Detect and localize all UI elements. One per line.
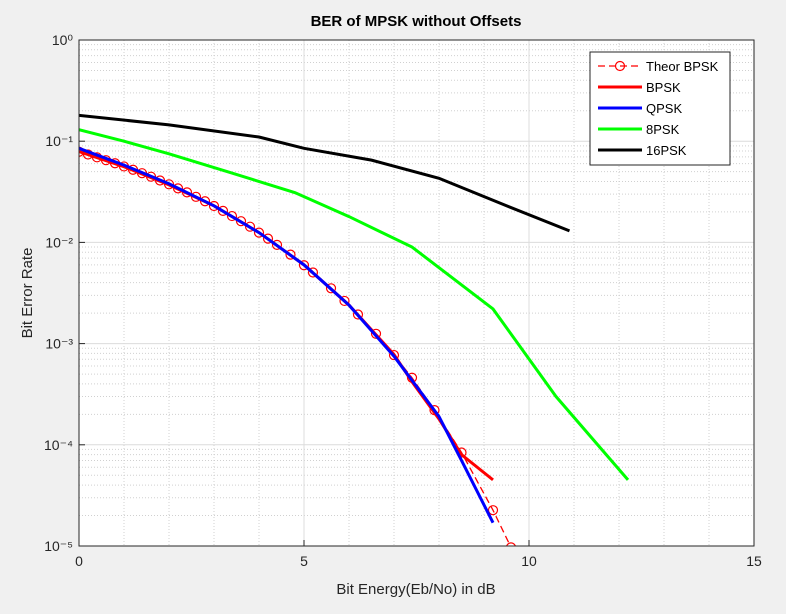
data-point [217,205,229,216]
y-tick-label: 10⁻¹ [45,133,73,149]
chart-title: BER of MPSK without Offsets [311,13,522,30]
data-point [208,200,220,212]
data-point [352,309,364,320]
data-point [199,196,211,207]
legend-label: Theor BPSK [646,59,719,74]
data-point [244,221,256,232]
data-point [325,283,337,294]
x-tick-label: 5 [300,553,308,569]
x-tick-label: 15 [746,553,762,569]
series-line [79,128,630,481]
data-point [506,542,516,546]
y-axis-label: Bit Error Rate [19,248,36,339]
data-point [226,210,238,222]
y-tick-label: 10⁰ [52,32,74,48]
legend-label: 8PSK [646,122,680,137]
axes: 0 5 10 15 10⁻⁵ 10⁻⁴ 10⁻³ 10⁻² 10⁻¹ 10⁰ [44,32,762,569]
legend: Theor BPSK BPSK QPSK 8PSK 16PSK [589,51,731,166]
axes-box [78,39,755,547]
legend-marker [614,60,626,72]
x-tick-label: 0 [75,553,83,569]
y-tick-label: 10⁻⁵ [44,538,73,554]
y-tick-label: 10⁻³ [45,336,73,352]
data-point [388,349,400,361]
data-point [339,295,350,307]
y-tick-label: 10⁻⁴ [44,437,73,453]
data-point [262,233,274,244]
x-tick-label: 10 [521,553,537,569]
x-axis-label: Bit Energy(Eb/No) in dB [336,581,495,598]
data-point [271,239,283,250]
series-line [79,146,495,524]
data-point [253,227,265,238]
y-tick-label: 10⁻² [45,234,73,250]
data-point [370,328,382,339]
data-point [487,505,499,516]
data-point [307,267,319,278]
data-point [285,249,296,260]
data-point [235,216,247,227]
legend-label: 16PSK [646,143,687,158]
legend-label: BPSK [646,80,681,95]
series-line [79,113,571,233]
legend-label: QPSK [646,101,682,116]
data-point [298,260,310,271]
plot [79,113,630,546]
